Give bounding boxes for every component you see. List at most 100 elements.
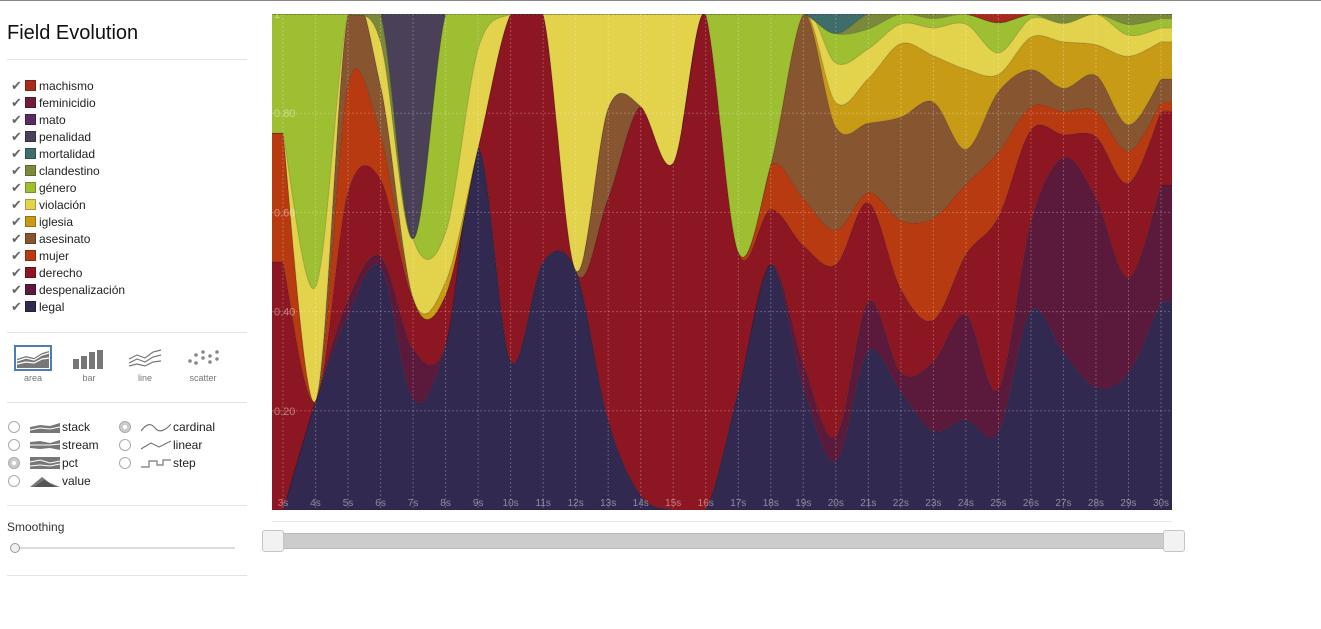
legend-label: mato: [39, 112, 66, 127]
x-tick-label: 27s: [1055, 498, 1071, 509]
renderer-area-button[interactable]: area: [11, 345, 55, 385]
y-tick-label: 0.60: [274, 207, 295, 219]
legend-label: género: [39, 180, 77, 195]
y-tick-label: 0.40: [274, 307, 295, 319]
x-tick-label: 11s: [535, 498, 550, 509]
x-tick-label: 6s: [375, 498, 386, 509]
legend-label: despenalización: [39, 282, 126, 297]
offset-stack-option[interactable]: stack: [8, 419, 90, 435]
x-tick-label: 13s: [600, 498, 616, 509]
offset-stack-radio[interactable]: [8, 421, 20, 433]
legend-label: mortalidad: [39, 146, 96, 161]
interp-cardinal-radio[interactable]: [119, 421, 131, 433]
legend-item[interactable]: ✔ mortalidad: [11, 145, 125, 162]
legend-item[interactable]: ✔ feminicidio: [11, 94, 125, 111]
check-icon[interactable]: ✔: [11, 196, 22, 212]
legend-label: asesinato: [39, 231, 91, 246]
interp-linear-radio[interactable]: [119, 439, 131, 451]
check-icon[interactable]: ✔: [11, 281, 22, 297]
legend-label: machismo: [39, 78, 94, 93]
check-icon[interactable]: ✔: [11, 179, 22, 195]
legend-label: clandestino: [39, 163, 100, 178]
divider: [7, 59, 247, 60]
x-tick-label: 23s: [925, 498, 941, 509]
x-tick-label: 22s: [893, 498, 909, 509]
check-icon[interactable]: ✔: [11, 213, 22, 229]
legend-swatch: [25, 199, 36, 210]
legend-swatch: [25, 165, 36, 176]
x-tick-label: 30s: [1153, 498, 1169, 509]
legend-item[interactable]: ✔ despenalización: [11, 281, 125, 298]
legend-item[interactable]: ✔ iglesia: [11, 213, 125, 230]
legend-item[interactable]: ✔ penalidad: [11, 128, 125, 145]
legend-label: iglesia: [39, 214, 74, 229]
check-icon[interactable]: ✔: [11, 264, 22, 280]
x-tick-label: 9s: [473, 498, 484, 509]
legend-item[interactable]: ✔ violación: [11, 196, 125, 213]
legend-swatch: [25, 148, 36, 159]
offset-value-label: value: [62, 474, 91, 488]
check-icon[interactable]: ✔: [11, 128, 22, 144]
check-icon[interactable]: ✔: [11, 230, 22, 246]
legend-swatch: [25, 114, 36, 125]
interp-cardinal-option[interactable]: cardinal: [119, 419, 215, 435]
legend-item[interactable]: ✔ clandestino: [11, 162, 125, 179]
y-tick-label: 0.80: [274, 108, 295, 120]
x-tick-label: 5s: [343, 498, 354, 509]
interp-step-radio[interactable]: [119, 457, 131, 469]
offset-value-option[interactable]: value: [8, 473, 91, 489]
interp-linear-option[interactable]: linear: [119, 437, 202, 453]
offset-stream-option[interactable]: stream: [8, 437, 99, 453]
legend-item[interactable]: ✔ derecho: [11, 264, 125, 281]
x-tick-label: 29s: [1120, 498, 1136, 509]
interp-step-option[interactable]: step: [119, 455, 196, 471]
offset-pct-option[interactable]: pct: [8, 455, 78, 471]
smoothing-slider-handle[interactable]: [10, 543, 20, 553]
renderer-scatter-button[interactable]: scatter: [181, 345, 225, 385]
legend-item[interactable]: ✔ mato: [11, 111, 125, 128]
divider: [7, 402, 247, 403]
legend-item[interactable]: ✔ asesinato: [11, 230, 125, 247]
interp-step-label: step: [173, 456, 196, 470]
check-icon[interactable]: ✔: [11, 94, 22, 110]
stack-icon: [30, 423, 60, 433]
check-icon[interactable]: ✔: [11, 77, 22, 93]
renderer-bar-button[interactable]: bar: [67, 345, 111, 385]
legend-label: feminicidio: [39, 95, 96, 110]
legend-item[interactable]: ✔ género: [11, 179, 125, 196]
legend-item[interactable]: ✔ mujer: [11, 247, 125, 264]
offset-stream-radio[interactable]: [8, 439, 20, 451]
x-tick-label: 21s: [860, 498, 876, 509]
offset-value-radio[interactable]: [8, 475, 20, 487]
area-series-iglesia[interactable]: [272, 8, 1172, 403]
smoothing-slider-track[interactable]: [11, 547, 235, 549]
offset-pct-radio[interactable]: [8, 457, 20, 469]
legend-item[interactable]: ✔ machismo: [11, 77, 125, 94]
renderer-line-button[interactable]: line: [123, 345, 167, 385]
legend-swatch: [25, 284, 36, 295]
check-icon[interactable]: ✔: [11, 247, 22, 263]
range-slider-left-handle[interactable]: [262, 530, 284, 552]
check-icon[interactable]: ✔: [11, 145, 22, 161]
legend-swatch: [25, 233, 36, 244]
check-icon[interactable]: ✔: [11, 298, 22, 314]
range-slider-right-handle[interactable]: [1163, 530, 1185, 552]
chart-top-margin: [272, 8, 1172, 14]
renderer-label: line: [137, 373, 152, 383]
legend-item[interactable]: ✔ legal: [11, 298, 125, 315]
stream-icon: [30, 440, 60, 450]
legend-label: derecho: [39, 265, 83, 280]
legend-label: legal: [39, 299, 65, 314]
range-slider-track[interactable]: [272, 533, 1174, 549]
check-icon[interactable]: ✔: [11, 162, 22, 178]
renderer-picker: area bar line scatter: [7, 345, 247, 390]
x-tick-label: 14s: [633, 498, 649, 509]
check-icon[interactable]: ✔: [11, 111, 22, 127]
x-tick-label: 15s: [665, 498, 681, 509]
divider: [7, 332, 247, 333]
area-icon: [16, 351, 50, 368]
x-tick-label: 8s: [440, 498, 451, 509]
legend-swatch: [25, 182, 36, 193]
divider: [7, 505, 247, 506]
